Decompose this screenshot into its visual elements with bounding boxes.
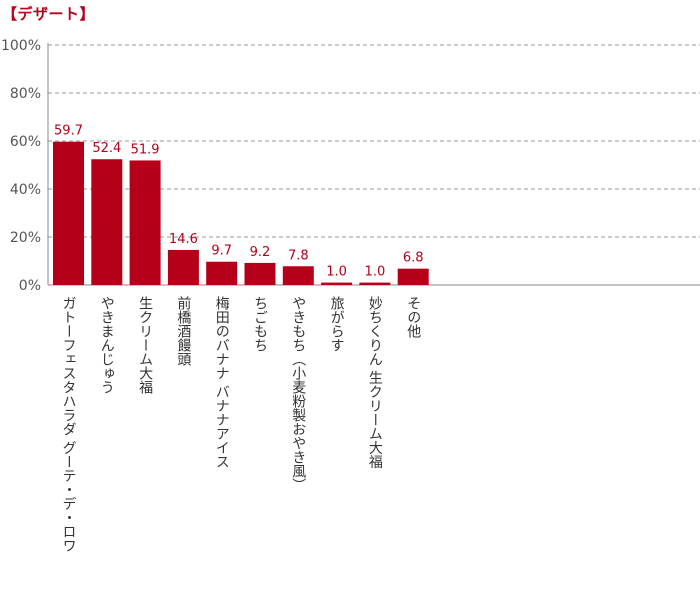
category-label: 旅がらす — [329, 296, 345, 352]
bar — [129, 160, 161, 285]
value-label: 6.8 — [403, 251, 424, 266]
value-label: 52.4 — [92, 141, 121, 156]
bar — [282, 266, 314, 285]
category-label: 梅田のバナナ バナナアイス — [214, 296, 230, 468]
y-tick-label: 40% — [10, 182, 41, 198]
bar — [91, 159, 123, 285]
value-label: 59.7 — [54, 124, 83, 139]
value-label: 9.7 — [211, 244, 232, 259]
value-label: 7.8 — [288, 248, 309, 263]
category-label: やきまんじゅう — [99, 296, 115, 394]
category-label: 生クリーム大福 — [137, 296, 153, 394]
value-label: 9.2 — [250, 245, 271, 260]
y-tick-label: 0% — [19, 278, 41, 294]
bar — [359, 282, 391, 285]
value-label: 51.9 — [131, 142, 160, 157]
value-label: 1.0 — [326, 265, 347, 280]
category-label: やきもち（小麦粉製おやき風） — [290, 296, 306, 492]
y-tick-label: 60% — [10, 134, 41, 150]
bar — [53, 141, 84, 285]
category-label: 妙ちくりん 生クリーム大福 — [367, 296, 383, 469]
bar — [397, 268, 429, 285]
value-label: 1.0 — [365, 265, 386, 280]
chart-title: 【デザート】 — [2, 5, 96, 23]
y-tick-label: 20% — [10, 230, 41, 246]
category-label: ガトーフェスタハラダ グーテ・デ・ロワ — [61, 296, 77, 553]
bar — [167, 249, 199, 285]
value-label: 14.6 — [169, 232, 198, 247]
bar — [244, 262, 276, 285]
y-tick-label: 100% — [1, 38, 41, 54]
bar — [206, 261, 238, 285]
bar — [321, 282, 353, 285]
category-label: その他 — [405, 296, 421, 339]
category-label: ちごもち — [252, 296, 268, 352]
category-label: 前橋酒饅頭 — [175, 295, 191, 366]
y-tick-label: 80% — [10, 86, 41, 102]
